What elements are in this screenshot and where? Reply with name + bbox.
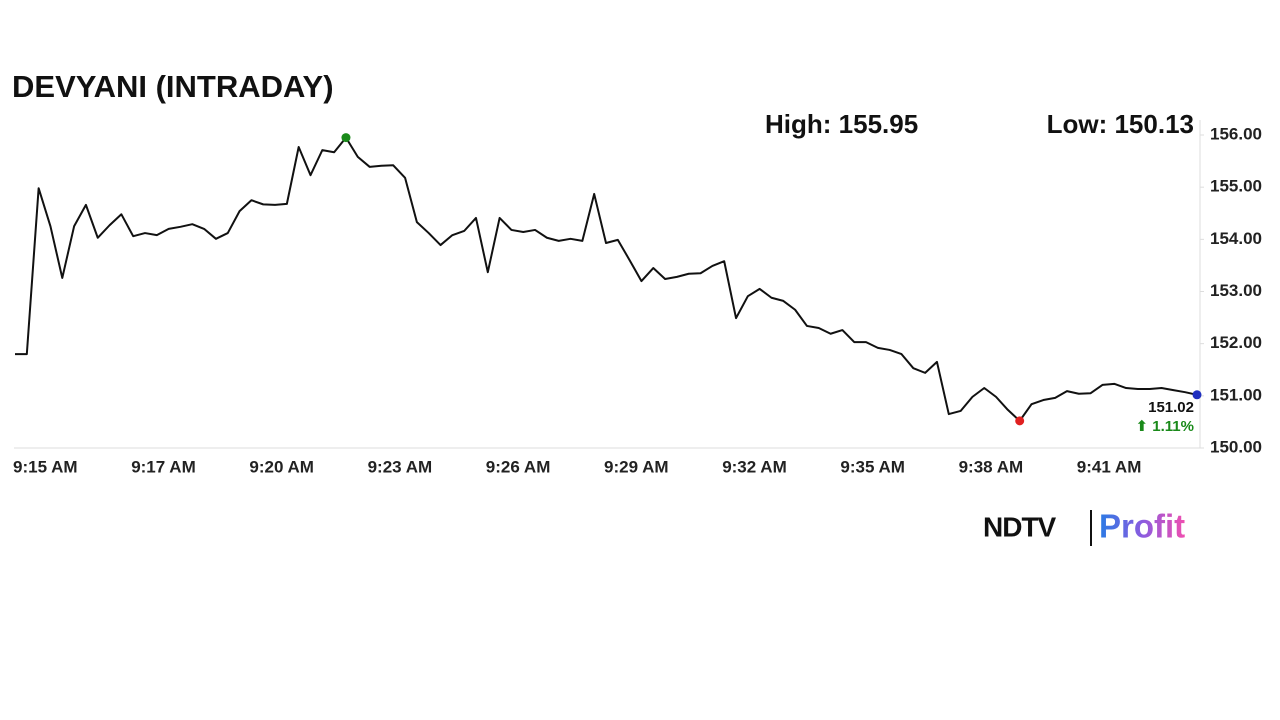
logo-profit: Profit bbox=[1099, 508, 1185, 545]
y-tick-label: 153.00 bbox=[1210, 281, 1262, 300]
x-tick-label: 9:41 AM bbox=[1077, 457, 1142, 476]
x-tick-label: 9:15 AM bbox=[13, 457, 78, 476]
x-tick-label: 9:17 AM bbox=[131, 457, 196, 476]
high-marker bbox=[341, 133, 351, 143]
y-tick-label: 152.00 bbox=[1210, 333, 1262, 352]
low-marker bbox=[1015, 416, 1025, 426]
price-line bbox=[15, 136, 1198, 422]
y-tick-label: 151.00 bbox=[1210, 385, 1262, 404]
x-tick-label: 9:29 AM bbox=[604, 457, 669, 476]
x-tick-label: 9:23 AM bbox=[368, 457, 433, 476]
change-label: ⬆ 1.11% bbox=[1136, 418, 1194, 435]
y-tick-label: 154.00 bbox=[1210, 229, 1262, 248]
low-label: Low: 150.13 bbox=[1047, 109, 1194, 139]
x-tick-label: 9:26 AM bbox=[486, 457, 551, 476]
x-tick-label: 9:32 AM bbox=[722, 457, 787, 476]
chart-title: DEVYANI (INTRADAY) bbox=[12, 69, 334, 104]
x-tick-label: 9:20 AM bbox=[249, 457, 314, 476]
y-tick-label: 150.00 bbox=[1210, 437, 1262, 456]
logo-ndtv: NDTV bbox=[983, 511, 1057, 542]
y-tick-label: 156.00 bbox=[1210, 124, 1262, 143]
y-tick-label: 155.00 bbox=[1210, 177, 1262, 196]
x-tick-label: 9:38 AM bbox=[959, 457, 1024, 476]
high-label: High: 155.95 bbox=[765, 109, 918, 139]
last-value-label: 151.02 bbox=[1148, 399, 1194, 416]
x-tick-label: 9:35 AM bbox=[840, 457, 905, 476]
last-marker bbox=[1192, 390, 1202, 400]
